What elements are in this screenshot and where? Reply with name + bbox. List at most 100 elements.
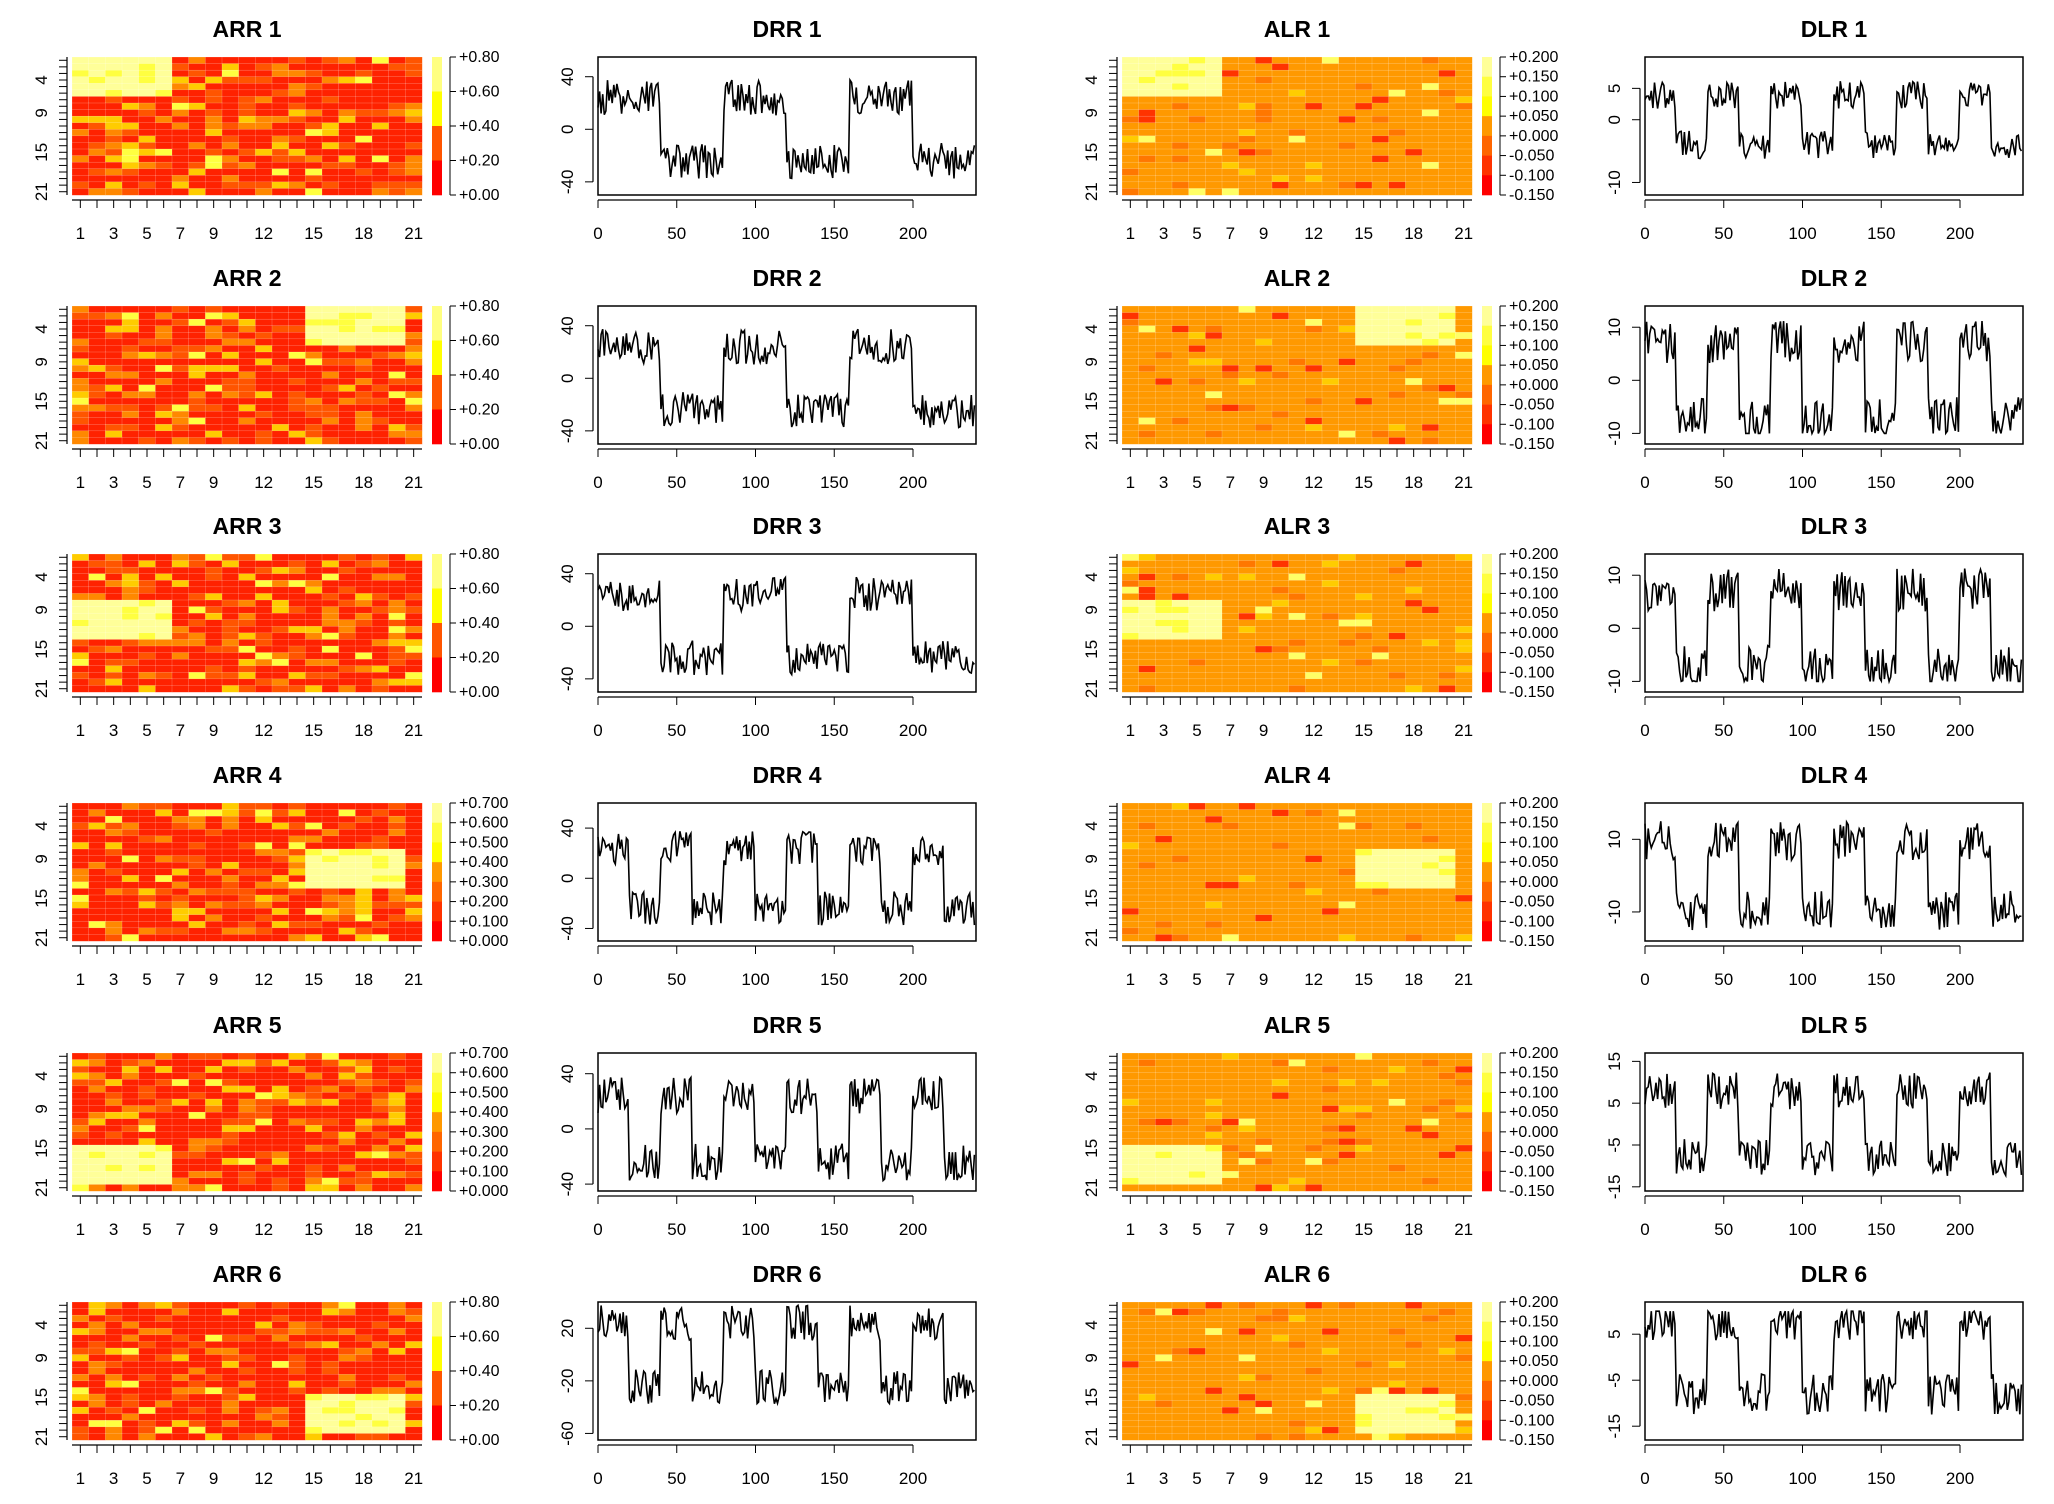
series-line — [1644, 819, 2022, 931]
heatmap-cell — [221, 115, 240, 124]
legend-swatch — [432, 1072, 442, 1093]
heatmap-cell — [1338, 802, 1356, 811]
heatmap-cell — [1338, 168, 1356, 176]
heatmap-cell — [1205, 829, 1223, 837]
heatmap-cell — [71, 1072, 90, 1080]
heatmap-cell — [405, 1144, 423, 1153]
heatmap-cell — [355, 332, 373, 340]
heatmap-cell — [288, 829, 306, 837]
heatmap-cell — [338, 69, 356, 78]
heatmap-cell — [138, 391, 156, 399]
heatmap-cell — [305, 934, 323, 942]
heatmap-cell — [205, 934, 223, 942]
heatmap-cell — [305, 619, 323, 627]
heatmap-cell — [271, 842, 290, 850]
heatmap-cell — [1271, 89, 1290, 97]
heatmap-cell — [1338, 63, 1356, 71]
heatmap-cell — [238, 96, 256, 104]
heatmap-cell — [1188, 921, 1206, 929]
heatmap-cell — [155, 56, 173, 65]
heatmap-cell — [1321, 809, 1340, 817]
heatmap-cell — [271, 69, 290, 78]
y-tick-label: -10 — [1605, 170, 1624, 195]
heatmap-cell — [1188, 168, 1206, 176]
heatmap-cell — [1205, 658, 1223, 667]
heatmap-cell — [171, 1052, 190, 1061]
heatmap-cell — [1255, 685, 1273, 693]
heatmap-cell — [221, 364, 240, 373]
heatmap-cell — [1255, 437, 1273, 445]
heatmap-cell — [155, 371, 173, 379]
heatmap-cell — [121, 1144, 140, 1153]
heatmap-cell — [271, 612, 290, 621]
legend-label: +0.20 — [459, 153, 500, 170]
heatmap-cell — [1355, 102, 1373, 111]
heatmap-cell — [1121, 378, 1140, 386]
heatmap-cell — [1388, 560, 1406, 568]
heatmap-cell — [88, 809, 106, 817]
heatmap-cell — [1338, 161, 1356, 170]
heatmap-cell — [288, 96, 306, 104]
heatmap-cell — [1421, 599, 1440, 608]
x-tick-label: 200 — [1946, 721, 1974, 740]
y-tick-label: 4 — [1082, 821, 1101, 830]
heatmap-cell — [1288, 560, 1306, 568]
heatmap-cell — [1205, 855, 1223, 863]
heatmap-cell — [1221, 888, 1240, 896]
heatmap-cell — [1305, 351, 1323, 360]
heatmap-cell — [205, 410, 223, 419]
heatmap-cell — [271, 888, 290, 896]
heatmap-cell — [1255, 430, 1273, 438]
heatmap-cell — [1338, 332, 1356, 340]
heatmap-cell — [255, 161, 273, 170]
heatmap-cell — [405, 815, 423, 824]
heatmap-cell — [305, 1098, 323, 1107]
heatmap-cell — [171, 148, 190, 157]
heatmap-cell — [1355, 888, 1373, 896]
heatmap-cell — [321, 1052, 340, 1061]
heatmap-cell — [338, 391, 356, 399]
heatmap-cell — [1171, 861, 1190, 870]
heatmap-cell — [1438, 809, 1456, 817]
heatmap-cell — [1438, 424, 1456, 432]
heatmap-cell — [1155, 560, 1173, 568]
heatmap-cell — [1321, 404, 1340, 412]
heatmap-cell — [1355, 122, 1373, 130]
heatmap-cell — [1305, 391, 1323, 399]
heatmap-cell — [1288, 115, 1306, 124]
heatmap-cell — [305, 345, 323, 353]
heatmap-cell — [1155, 168, 1173, 176]
heatmap-cell — [1171, 665, 1190, 673]
heatmap-cell — [338, 802, 356, 811]
heatmap-cell — [121, 888, 140, 896]
legend-label: +0.300 — [459, 874, 508, 891]
heatmap-cell — [305, 685, 323, 693]
heatmap-cell — [1438, 868, 1456, 876]
heatmap-cell — [1255, 76, 1273, 84]
heatmap-cell — [138, 619, 156, 627]
heatmap-cell — [1355, 358, 1373, 366]
heatmap-cell — [188, 69, 206, 78]
heatmap-cell — [1405, 391, 1423, 399]
heatmap-cell — [1121, 76, 1140, 84]
heatmap-cell — [1455, 658, 1473, 667]
heatmap-cell — [155, 573, 173, 581]
heatmap-cell — [338, 345, 356, 353]
heatmap-cell — [271, 809, 290, 817]
heatmap-cell — [405, 639, 423, 647]
heatmap-cell — [1271, 619, 1290, 627]
heatmap-cell — [388, 1157, 406, 1166]
heatmap-cell — [1405, 384, 1423, 392]
heatmap-cell — [1421, 69, 1440, 78]
heatmap-cell — [1188, 553, 1206, 562]
heatmap-cell — [1321, 593, 1340, 601]
heatmap-cell — [271, 1184, 290, 1192]
x-tick-label: 12 — [254, 473, 273, 492]
heatmap-cell — [1305, 658, 1323, 667]
heatmap-cell — [188, 658, 206, 667]
heatmap-cell — [1221, 645, 1240, 654]
heatmap-cell — [205, 1085, 223, 1093]
heatmap-cell — [71, 921, 90, 929]
heatmap-cell — [271, 1164, 290, 1172]
heatmap-cell — [355, 397, 373, 406]
